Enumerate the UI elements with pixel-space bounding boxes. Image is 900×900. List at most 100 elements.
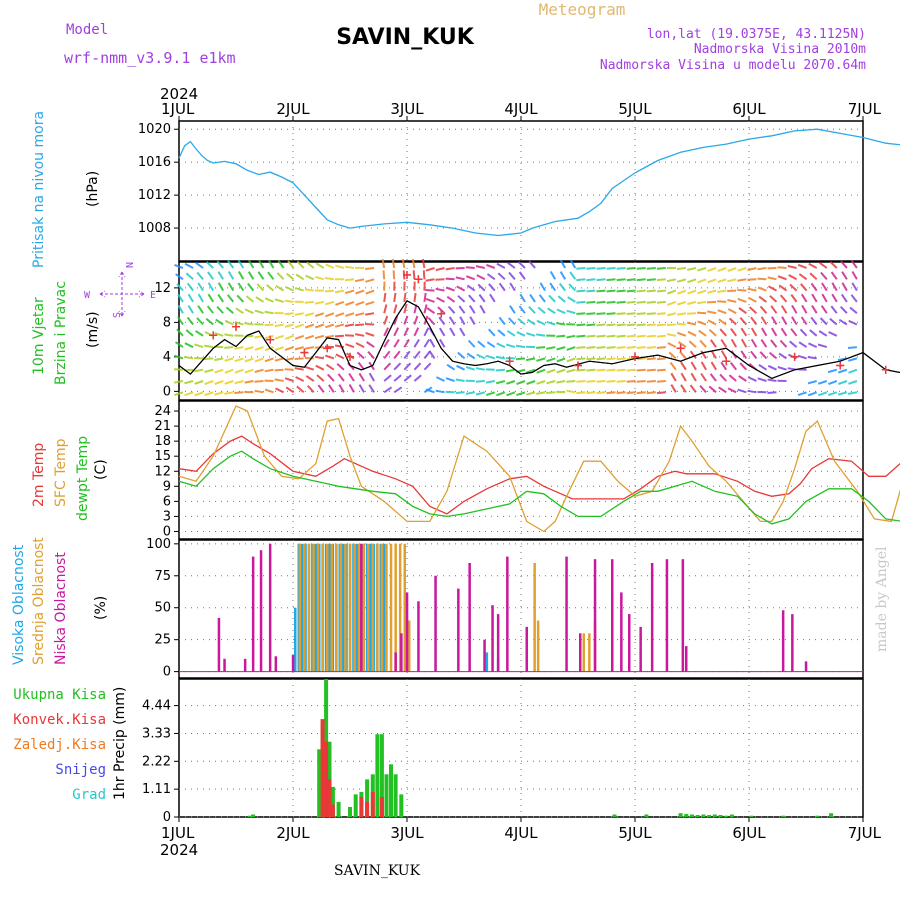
wind-arrow <box>566 346 576 351</box>
wind-arrow <box>791 316 798 326</box>
bar-niska-oblacnost <box>685 646 688 672</box>
wind-arrow <box>566 357 576 363</box>
wind-arrow <box>830 305 838 314</box>
bar-ukupna-kisa <box>375 734 380 817</box>
wind-arrow <box>636 289 646 293</box>
wind-arrow <box>670 372 677 382</box>
bar-srednja-oblacnost <box>403 543 406 672</box>
bar-srednja-oblacnost <box>398 543 402 672</box>
wind-arrow <box>490 305 495 313</box>
bar-ukupna-kisa <box>701 814 706 817</box>
bar-niska-oblacnost <box>579 633 582 672</box>
wind-arrow <box>799 328 808 337</box>
wind-arrow <box>383 292 387 303</box>
wind-arrow <box>697 278 707 284</box>
wind-arrow <box>401 258 406 269</box>
bar-srednja-oblacnost <box>298 543 302 672</box>
wind-arrow <box>427 376 435 381</box>
wind-arrow <box>791 304 798 314</box>
bar-niska-oblacnost <box>268 543 272 672</box>
bar-niska-oblacnost <box>243 658 247 672</box>
wind-arrow <box>790 294 798 303</box>
wind-arrow <box>636 334 646 338</box>
series-line-dewpt-temp <box>178 450 900 525</box>
wind-arrow <box>559 271 567 280</box>
wind-arrow <box>425 278 435 282</box>
y-tick-label: 3.33 <box>142 726 171 741</box>
wind-arrow <box>646 278 656 282</box>
wind-arrow <box>770 339 778 348</box>
wind-arrow <box>727 267 737 272</box>
wind-arrow <box>677 300 687 306</box>
wind-arrow <box>216 260 224 269</box>
wind-arrow <box>304 288 314 292</box>
precip-unit: 1hr Precip (mm) <box>112 687 128 800</box>
wind-arrow <box>656 278 666 282</box>
wind-arrow <box>596 300 606 304</box>
y-tick-label: 12 <box>154 464 171 479</box>
wind-arrow <box>355 333 365 337</box>
bar-srednja-oblacnost <box>303 543 306 672</box>
wind-arrow <box>365 331 375 337</box>
wind-label-1: 10m Vjetar <box>31 297 47 375</box>
wind-arrow <box>616 334 626 338</box>
coords-text: lon,lat (19.0375E, 43.1125N) <box>647 27 866 42</box>
wind-arrow <box>559 259 567 269</box>
wind-arrow <box>668 351 677 360</box>
wind-arrow <box>277 260 285 269</box>
bar-niska-oblacnost <box>360 543 363 672</box>
wind-arrow <box>248 259 255 269</box>
precip-legend-frozen: Zaledj.Kisa <box>13 737 106 753</box>
wind-arrow <box>383 327 390 337</box>
bar-srednja-oblacnost <box>330 543 333 672</box>
wind-arrow <box>435 389 445 394</box>
year-top: 2024 <box>160 85 198 103</box>
wind-arrow <box>840 260 848 269</box>
wind-arrow <box>767 364 777 371</box>
gust-marker <box>836 361 845 370</box>
wind-arrow <box>335 300 345 306</box>
bar-niska-oblacnost <box>639 626 642 672</box>
wind-arrow <box>176 328 184 337</box>
wind-arrow <box>264 346 274 352</box>
wind-arrow <box>546 391 556 394</box>
watermark: made by Angel <box>874 546 890 652</box>
bar-niska-oblacnost <box>804 661 808 672</box>
wind-arrow <box>174 391 184 397</box>
wind-arrow <box>255 296 265 303</box>
wind-arrow <box>606 391 616 395</box>
wind-arrow <box>777 275 787 281</box>
wind-arrow <box>851 271 858 280</box>
wind-arrow <box>173 380 184 384</box>
wind-arrow <box>365 278 375 283</box>
wind-arrow <box>413 362 422 371</box>
wind-arrow <box>457 295 466 303</box>
wind-arrow <box>214 391 224 396</box>
year-bottom: 2024 <box>160 841 198 859</box>
wind-arrow <box>700 372 707 382</box>
x-tick-label-bottom: 6JUL <box>732 824 766 842</box>
wind-arrow <box>204 357 214 361</box>
bar-srednja-oblacnost <box>408 620 411 672</box>
compass-north: N <box>123 262 134 268</box>
wind-arrow <box>197 293 204 303</box>
wind-arrow <box>549 271 557 280</box>
wind-arrow <box>626 380 636 383</box>
wind-arrow <box>797 263 807 269</box>
wind-arrow <box>334 289 345 294</box>
wind-arrow <box>476 353 486 360</box>
wind-arrow <box>304 334 315 340</box>
bar-ukupna-kisa <box>317 749 322 817</box>
wind-arrow <box>506 380 516 385</box>
wind-arrow <box>740 338 748 348</box>
wind-arrow <box>586 380 596 383</box>
wind-arrow <box>519 293 526 303</box>
wind-arrow <box>809 329 818 337</box>
wind-arrow <box>827 391 838 397</box>
wind-arrow <box>314 312 325 318</box>
bar-niska-oblacnost <box>394 652 397 672</box>
wind-arrow <box>666 312 677 317</box>
wind-arrow <box>626 289 636 293</box>
wind-arrow <box>636 312 646 315</box>
